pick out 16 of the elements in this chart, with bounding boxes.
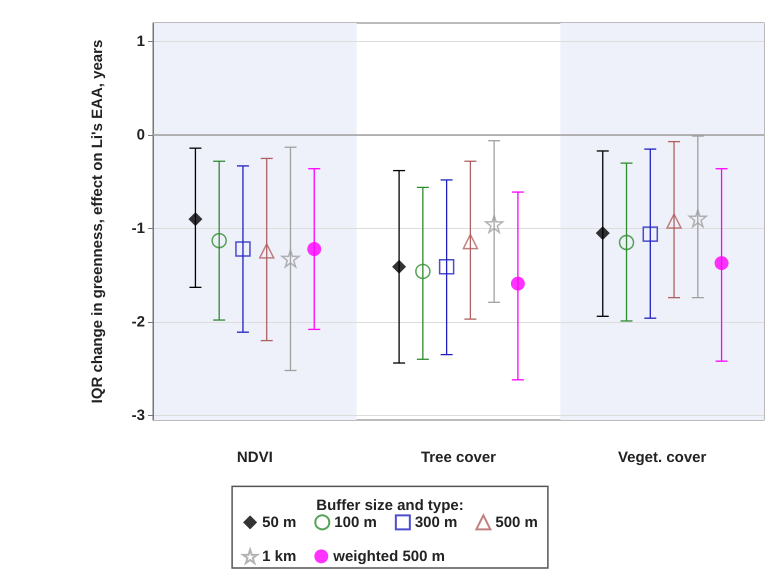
y-tick-label: -3 [132, 406, 145, 424]
legend-label: 500 m [495, 514, 538, 531]
legend-label: weighted 500 m [332, 548, 445, 565]
legend-label: 1 km [262, 548, 296, 565]
x-tick-label: NDVI [236, 449, 273, 466]
y-tick-label: 0 [136, 126, 145, 144]
x-tick-label: Veget. cover [618, 449, 707, 466]
y-tick-label: 1 [136, 33, 145, 50]
legend-title: Buffer size and type: [316, 497, 464, 514]
y-tick-label: -1 [132, 220, 145, 238]
y-axis-title: IQR change in greenness, effect on Li's EAA, years [89, 40, 106, 404]
legend-label: 300 m [414, 514, 458, 531]
legend-label: 100 m [334, 514, 377, 531]
x-tick-label: Tree cover [420, 449, 496, 466]
y-tick-label: -2 [132, 313, 145, 330]
legend-label: 50 m [262, 514, 296, 531]
